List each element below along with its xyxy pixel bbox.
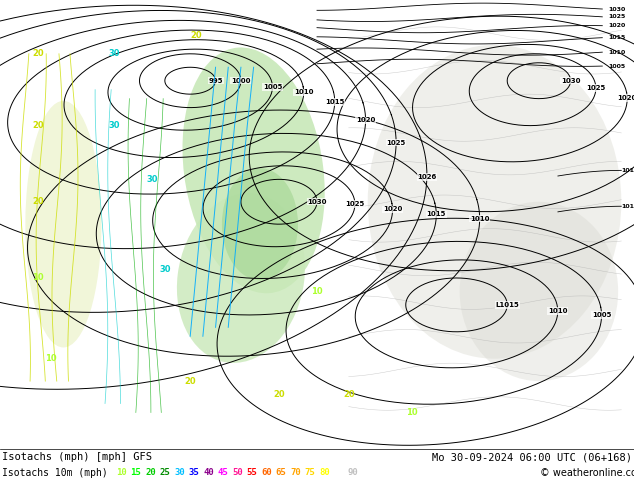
Text: 20: 20 [343, 390, 354, 399]
Text: 20: 20 [32, 121, 44, 130]
Text: 80: 80 [319, 468, 330, 477]
Ellipse shape [183, 48, 325, 294]
Ellipse shape [460, 202, 618, 381]
Text: 90: 90 [348, 468, 359, 477]
Text: 30: 30 [108, 49, 120, 58]
Text: Isotachs 10m (mph): Isotachs 10m (mph) [2, 468, 108, 478]
Text: 1010: 1010 [609, 49, 626, 55]
Text: 1015: 1015 [609, 35, 626, 40]
Text: 1025: 1025 [387, 140, 406, 146]
Text: 1010: 1010 [294, 89, 313, 95]
Text: 30: 30 [108, 121, 120, 130]
Text: 1020: 1020 [609, 23, 626, 28]
Text: 20: 20 [191, 31, 202, 40]
Text: Isotachs (mph) [mph] GFS: Isotachs (mph) [mph] GFS [2, 452, 152, 463]
Text: 1015: 1015 [621, 168, 634, 173]
Text: 15: 15 [131, 468, 141, 477]
Ellipse shape [25, 101, 101, 347]
Text: 20: 20 [145, 468, 156, 477]
Text: Mo 30-09-2024 06:00 UTC (06+168): Mo 30-09-2024 06:00 UTC (06+168) [432, 452, 632, 463]
Text: 70: 70 [290, 468, 301, 477]
Text: 1005: 1005 [609, 64, 626, 69]
Text: 1026: 1026 [417, 174, 436, 180]
Text: 50: 50 [232, 468, 243, 477]
Text: 40: 40 [203, 468, 214, 477]
Text: 20: 20 [273, 390, 285, 399]
Ellipse shape [177, 193, 305, 363]
Text: 35: 35 [188, 468, 199, 477]
Text: 75: 75 [304, 468, 315, 477]
Text: 1005: 1005 [262, 84, 282, 90]
Text: 1000: 1000 [231, 78, 250, 84]
Text: 1020: 1020 [618, 95, 634, 101]
Text: 1020: 1020 [356, 118, 375, 123]
Text: 10: 10 [406, 408, 418, 417]
Text: 1025: 1025 [346, 201, 365, 207]
Text: 1015: 1015 [325, 99, 344, 105]
Text: 1025: 1025 [586, 85, 605, 91]
Text: 30: 30 [146, 175, 158, 184]
Text: 1005: 1005 [592, 312, 611, 318]
Text: 1015: 1015 [427, 212, 446, 218]
Text: 10: 10 [45, 354, 56, 363]
Text: © weatheronline.co.uk: © weatheronline.co.uk [540, 468, 634, 478]
Text: 1010: 1010 [621, 204, 634, 209]
Text: 1030: 1030 [609, 6, 626, 11]
Text: 1030: 1030 [561, 78, 580, 84]
Text: 45: 45 [217, 468, 228, 477]
Text: 60: 60 [261, 468, 272, 477]
Text: 10: 10 [32, 273, 44, 282]
Text: 55: 55 [247, 468, 257, 477]
Text: 10: 10 [311, 287, 323, 296]
Text: 85: 85 [333, 468, 344, 477]
Text: 20: 20 [184, 377, 196, 386]
Text: 65: 65 [276, 468, 286, 477]
Text: 25: 25 [160, 468, 171, 477]
Ellipse shape [222, 168, 298, 280]
Text: 1010: 1010 [470, 216, 489, 221]
Ellipse shape [368, 45, 621, 359]
Text: 1030: 1030 [307, 199, 327, 205]
Text: 1020: 1020 [383, 206, 402, 212]
Text: 30: 30 [174, 468, 184, 477]
Text: 1010: 1010 [548, 308, 567, 314]
Text: 30: 30 [159, 265, 171, 273]
Text: 10: 10 [116, 468, 127, 477]
Text: L1015: L1015 [495, 302, 519, 308]
Text: 995: 995 [209, 78, 223, 84]
Text: 20: 20 [32, 197, 44, 206]
Text: 1025: 1025 [609, 14, 626, 19]
Text: 20: 20 [32, 49, 44, 58]
